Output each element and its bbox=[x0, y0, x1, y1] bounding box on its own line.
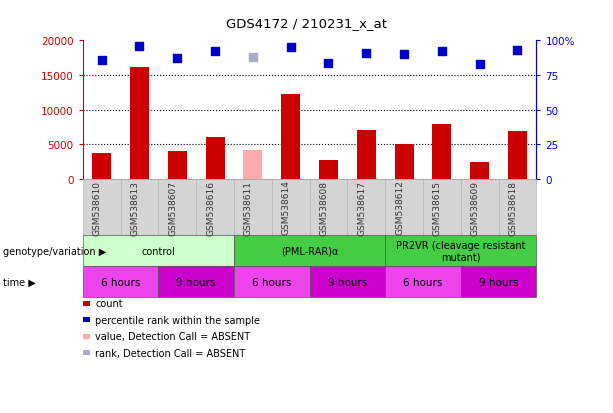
Text: PR2VR (cleavage resistant
mutant): PR2VR (cleavage resistant mutant) bbox=[396, 240, 525, 262]
Text: (PML-RAR)α: (PML-RAR)α bbox=[281, 246, 338, 256]
Text: 9 hours: 9 hours bbox=[177, 277, 216, 287]
Text: GSM538617: GSM538617 bbox=[357, 180, 367, 235]
Point bbox=[286, 45, 295, 52]
Bar bbox=[205, 138, 224, 180]
Bar bbox=[281, 95, 300, 180]
Point bbox=[437, 49, 447, 56]
Text: GSM538614: GSM538614 bbox=[281, 180, 291, 235]
Text: GSM538615: GSM538615 bbox=[433, 180, 442, 235]
Text: GSM538616: GSM538616 bbox=[206, 180, 215, 235]
Text: 6 hours: 6 hours bbox=[403, 277, 443, 287]
Bar bbox=[92, 154, 111, 180]
Text: count: count bbox=[95, 299, 123, 309]
Bar bbox=[432, 124, 451, 180]
Text: 6 hours: 6 hours bbox=[101, 277, 140, 287]
Bar bbox=[130, 68, 149, 180]
Bar bbox=[243, 151, 262, 180]
Bar bbox=[319, 161, 338, 180]
Bar bbox=[168, 151, 187, 180]
Text: GDS4172 / 210231_x_at: GDS4172 / 210231_x_at bbox=[226, 17, 387, 29]
Point bbox=[475, 62, 485, 68]
Text: percentile rank within the sample: percentile rank within the sample bbox=[95, 315, 260, 325]
Text: rank, Detection Call = ABSENT: rank, Detection Call = ABSENT bbox=[95, 348, 245, 358]
Text: GSM538608: GSM538608 bbox=[319, 180, 329, 235]
Text: GSM538610: GSM538610 bbox=[93, 180, 102, 235]
Text: value, Detection Call = ABSENT: value, Detection Call = ABSENT bbox=[95, 332, 250, 342]
Point bbox=[324, 60, 333, 67]
Text: genotype/variation ▶: genotype/variation ▶ bbox=[3, 246, 106, 256]
Text: 9 hours: 9 hours bbox=[479, 277, 518, 287]
Point bbox=[134, 43, 145, 50]
Bar bbox=[395, 145, 414, 180]
Bar bbox=[470, 162, 489, 180]
Point bbox=[210, 49, 220, 56]
Text: time ▶: time ▶ bbox=[3, 277, 36, 287]
Text: GSM538607: GSM538607 bbox=[168, 180, 177, 235]
Text: control: control bbox=[142, 246, 175, 256]
Point bbox=[97, 57, 107, 64]
Point bbox=[399, 52, 409, 58]
Point bbox=[512, 47, 522, 54]
Point bbox=[361, 50, 371, 57]
Point bbox=[248, 55, 257, 61]
Text: GSM538618: GSM538618 bbox=[508, 180, 517, 235]
Bar bbox=[508, 132, 527, 180]
Text: GSM538609: GSM538609 bbox=[471, 180, 480, 235]
Text: GSM538612: GSM538612 bbox=[395, 180, 404, 235]
Text: GSM538611: GSM538611 bbox=[244, 180, 253, 235]
Text: 9 hours: 9 hours bbox=[328, 277, 367, 287]
Text: GSM538613: GSM538613 bbox=[131, 180, 140, 235]
Point bbox=[172, 56, 182, 63]
Bar bbox=[357, 131, 376, 180]
Text: 6 hours: 6 hours bbox=[252, 277, 291, 287]
